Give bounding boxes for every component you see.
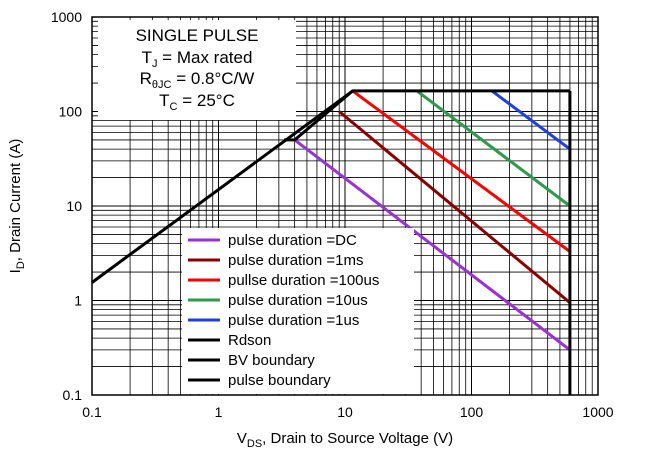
legend: pulse duration =DC pulse duration =1ms pul…: [182, 228, 414, 394]
series-line-2: [338, 110, 571, 304]
conditions-box: SINGLE PULSE TJ = Max rated RθJC = 0.8°C…: [98, 20, 296, 120]
legend-entry: BV boundary: [228, 352, 315, 369]
y-axis-label: ID, Drain Current (A): [7, 139, 27, 274]
series-line-8: [284, 89, 570, 142]
conditions-line-2-rest: = Max rated: [157, 48, 252, 67]
x-axis-label: VDS, Drain to Source Voltage (V): [237, 430, 453, 450]
y-axis-label-main: I: [7, 269, 24, 273]
legend-entry: pulse duration =1ms: [228, 252, 364, 269]
x-tick-label: 1: [215, 404, 223, 420]
conditions-line-4-main: T: [159, 91, 169, 110]
y-axis-label-rest: , Drain Current (A): [7, 139, 24, 262]
y-tick-label: 1000: [51, 9, 82, 25]
conditions-line-2-main: T: [142, 48, 152, 67]
tick-labels: 0.1 1 10 100 1000 0.1 1 10 100 1000: [51, 9, 614, 420]
conditions-line-1: SINGLE PULSE: [136, 26, 259, 45]
conditions-line-3-sub: θJC: [152, 79, 172, 91]
legend-entry: pulse boundary: [228, 372, 331, 389]
series-line-3: [351, 89, 571, 253]
legend-entry: Rdson: [228, 332, 271, 349]
conditions-line-2-sub: J: [152, 58, 158, 70]
series-line-4: [415, 89, 571, 208]
y-tick-label: 100: [59, 104, 83, 120]
series-lines: [91, 89, 572, 395]
legend-entry: pullse duration =100us: [228, 272, 379, 289]
x-axis-label-main: V: [237, 430, 247, 447]
plot-frame: [91, 16, 599, 396]
x-tick-label: 0.1: [82, 404, 102, 420]
y-tick-label: 10: [66, 198, 82, 214]
x-tick-label: 1000: [582, 404, 613, 420]
conditions-line-4-sub: C: [170, 101, 178, 113]
series-line-1: [293, 138, 571, 352]
legend-entry: pulse duration =1us: [228, 312, 359, 329]
y-axis-label-sub: D: [15, 261, 27, 269]
x-axis-label-rest: , Drain to Source Voltage (V): [262, 430, 453, 447]
series-line-6: [91, 89, 354, 284]
conditions-line-3-main: R: [140, 69, 152, 88]
conditions-line-3: RθJC = 0.8°C/W: [140, 69, 255, 91]
series-line-5: [491, 89, 571, 151]
x-tick-label: 10: [337, 404, 353, 420]
legend-entry: pulse duration =10us: [228, 292, 368, 309]
conditions-background: [98, 20, 296, 120]
x-axis-label-sub: DS: [247, 438, 262, 450]
y-tick-label: 1: [74, 293, 82, 309]
conditions-line-4-rest: = 25°C: [177, 91, 234, 110]
conditions-line-4: TC = 25°C: [159, 91, 235, 113]
x-tick-label: 100: [460, 404, 484, 420]
conditions-line-2: TJ = Max rated: [142, 48, 253, 70]
y-tick-label: 0.1: [63, 387, 83, 403]
conditions-line-3-rest: = 0.8°C/W: [171, 69, 254, 88]
legend-entry: pulse duration =DC: [228, 232, 357, 249]
legend-background: [182, 228, 414, 394]
